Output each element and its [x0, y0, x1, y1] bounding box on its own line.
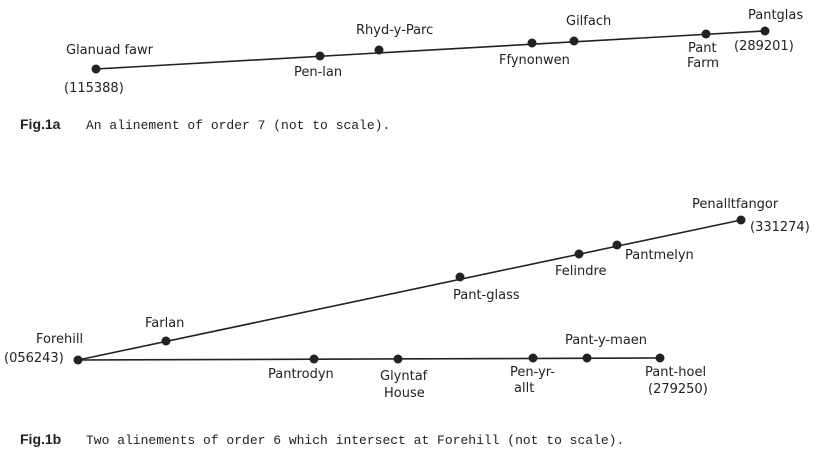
grid-reference: (115388): [64, 81, 124, 96]
node-label: Pant-hoel: [645, 365, 706, 380]
node-label: Felindre: [555, 264, 607, 279]
node-dot: [574, 249, 584, 259]
node-dot: [760, 26, 770, 36]
node-label: Pen-yr-: [510, 365, 555, 380]
node-dot: [455, 272, 465, 282]
node-label: Pen-lan: [294, 65, 342, 80]
node-dot: [736, 215, 746, 225]
node-label: Rhyd-y-Parc: [356, 23, 433, 38]
node-label: Ffynonwen: [499, 53, 570, 68]
node-label: Gilfach: [566, 14, 611, 29]
alinement-line: [77, 357, 661, 361]
grid-reference: (289201): [734, 39, 794, 54]
node-dot: [612, 240, 622, 250]
node-dot: [655, 353, 665, 363]
node-dot: [528, 353, 538, 363]
node-dot: [374, 45, 384, 55]
node-label: Penalltfangor: [692, 197, 779, 212]
caption-text: Two alinements of order 6 which intersec…: [86, 433, 624, 448]
node-label: Pantrodyn: [268, 367, 334, 382]
alinement-line: [95, 30, 766, 70]
node-label: allt: [514, 381, 534, 396]
grid-reference: (279250): [648, 382, 708, 397]
node-dot: [315, 51, 325, 61]
node-dot: [309, 354, 319, 364]
node-dot: [91, 64, 101, 74]
grid-reference: (331274): [750, 220, 810, 235]
caption-label: Fig.1b: [20, 431, 61, 447]
node-dot: [73, 355, 83, 365]
node-label: Glanuad fawr: [66, 43, 154, 58]
node-label: Farm: [687, 56, 719, 71]
node-label: Pantglas: [748, 8, 803, 23]
node-dot: [582, 353, 592, 363]
node-dot: [393, 354, 403, 364]
node-label: Pant-y-maen: [565, 333, 647, 348]
grid-reference: (056243): [4, 351, 64, 366]
node-label: Farlan: [145, 316, 184, 331]
caption-text: An alinement of order 7 (not to scale).: [86, 118, 390, 133]
node-label: Pant-glass: [453, 288, 520, 303]
node-label: Pantmelyn: [625, 248, 694, 263]
caption-label: Fig.1a: [20, 116, 61, 132]
node-dot: [569, 36, 579, 46]
alinement-line: [77, 219, 742, 361]
node-dot: [527, 38, 537, 48]
node-dot: [161, 336, 171, 346]
node-dot: [701, 29, 711, 39]
node-label: Forehill: [36, 332, 83, 347]
node-label: House: [384, 386, 425, 401]
node-label: Pant: [688, 41, 717, 56]
node-label: Glyntaf: [380, 369, 428, 384]
